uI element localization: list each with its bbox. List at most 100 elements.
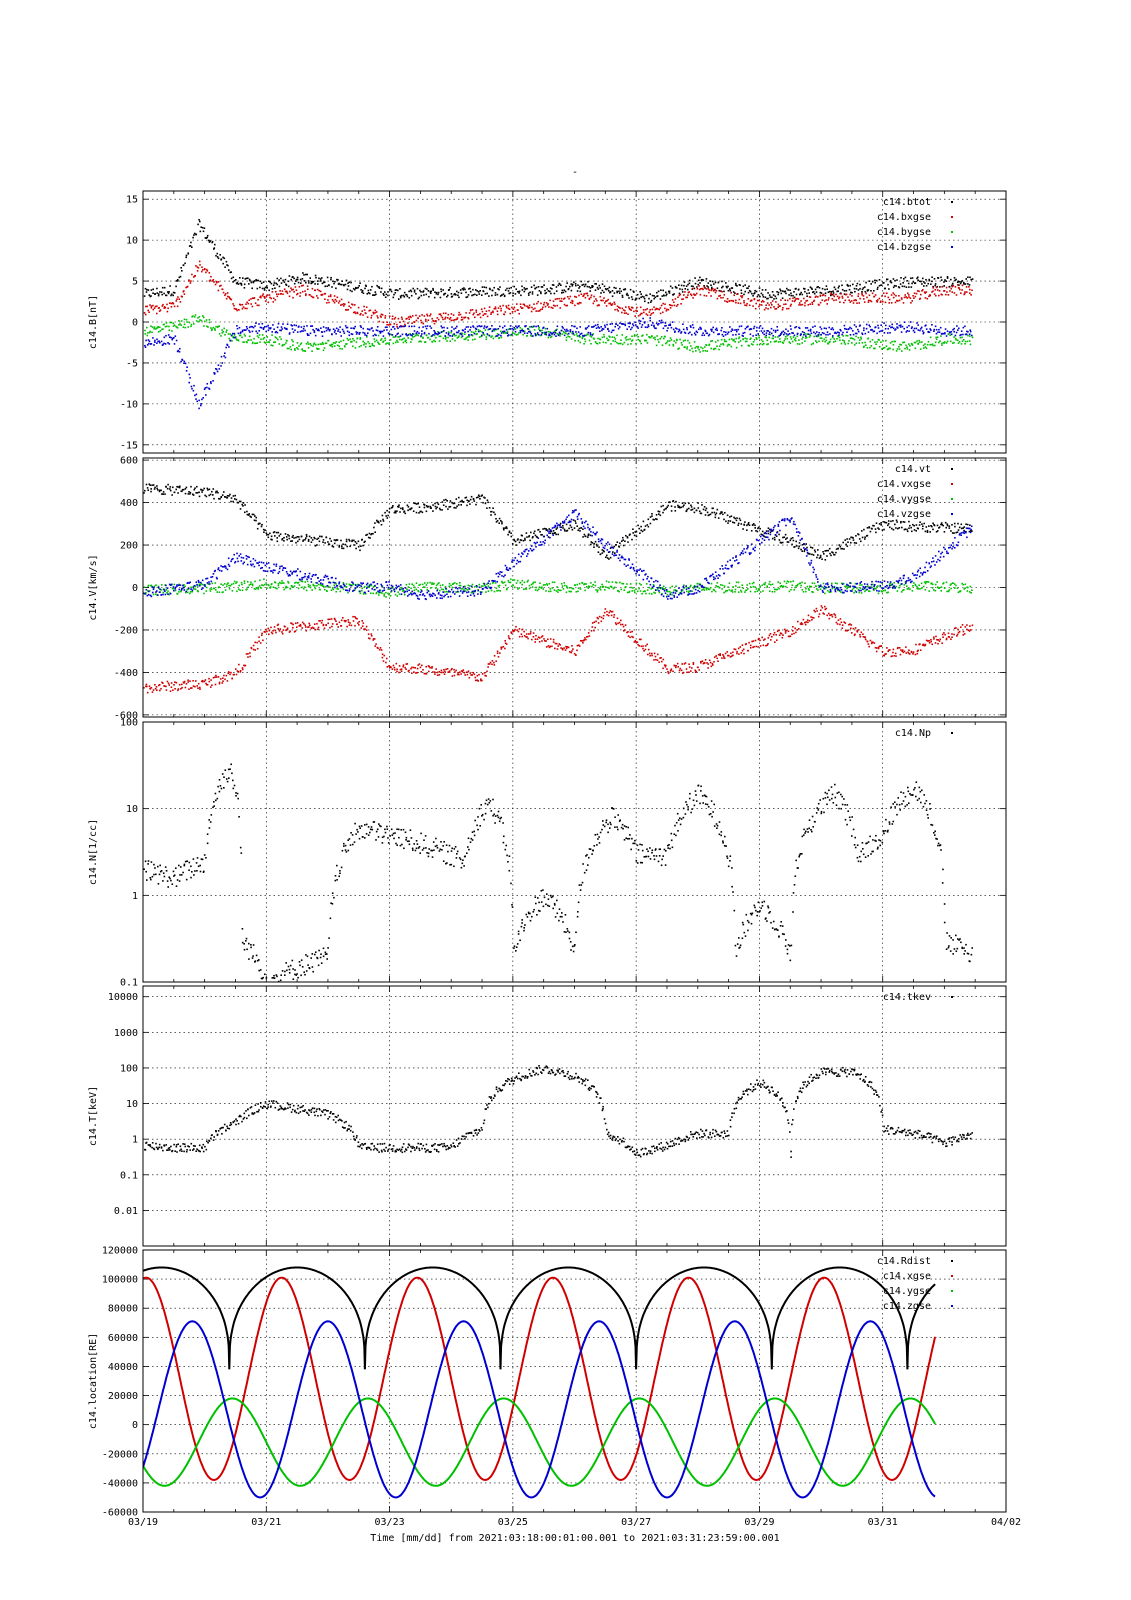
- data-point: [161, 328, 163, 331]
- data-point: [347, 621, 350, 623]
- data-point: [745, 326, 748, 329]
- data-point: [757, 334, 760, 337]
- data-point: [864, 341, 866, 344]
- data-point: [272, 297, 275, 300]
- data-point: [855, 335, 857, 338]
- data-point: [363, 344, 365, 346]
- data-point: [281, 538, 284, 540]
- data-point: [863, 301, 866, 303]
- data-point: [654, 338, 656, 341]
- data-point: [420, 319, 422, 322]
- data-point: [424, 341, 427, 343]
- data-point: [224, 294, 226, 297]
- data-point: [536, 536, 538, 539]
- data-point: [549, 334, 551, 337]
- data-point: [900, 331, 903, 333]
- data-point: [204, 387, 207, 389]
- data-point: [220, 496, 222, 499]
- data-point: [720, 338, 723, 341]
- data-point: [345, 538, 348, 541]
- data-point: [833, 554, 836, 556]
- data-point: [259, 341, 261, 343]
- data-point: [892, 520, 894, 522]
- data-point: [661, 344, 664, 346]
- data-point: [806, 292, 808, 295]
- data-point: [169, 489, 172, 492]
- data-point: [319, 290, 322, 293]
- data-point: [914, 347, 917, 350]
- data-point: [944, 279, 946, 281]
- data-point: [833, 338, 835, 340]
- data-point: [316, 295, 318, 297]
- data-point: [733, 338, 735, 341]
- data-point: [232, 336, 234, 339]
- data-point: [303, 325, 305, 328]
- data-point: [830, 328, 832, 331]
- data-point: [894, 279, 896, 282]
- data-point: [183, 323, 186, 326]
- data-point: [335, 341, 338, 343]
- data-point: [674, 298, 677, 300]
- data-point: [225, 329, 228, 331]
- data-point: [753, 327, 755, 330]
- data-point: [343, 332, 346, 334]
- data-point: [404, 512, 407, 515]
- data-point: [799, 334, 802, 337]
- data-point: [144, 346, 147, 348]
- data-point: [476, 325, 479, 328]
- data-point: [376, 519, 378, 522]
- data-point: [307, 280, 310, 282]
- data-point: [599, 330, 601, 333]
- data-point: [386, 323, 388, 326]
- data-point: [883, 528, 885, 531]
- data-point: [204, 679, 207, 681]
- data-point: [776, 329, 779, 332]
- data-point: [161, 293, 163, 296]
- data-point: [864, 290, 867, 293]
- data-point: [866, 534, 869, 537]
- data-point: [763, 308, 766, 311]
- data-point: [152, 292, 154, 294]
- data-point: [164, 307, 167, 309]
- data-point: [348, 540, 351, 542]
- data-point: [198, 495, 201, 498]
- data-point: [367, 292, 370, 294]
- data-point: [824, 340, 826, 343]
- data-point: [202, 679, 204, 682]
- data-point: [279, 290, 281, 292]
- data-point: [853, 542, 856, 544]
- data-point: [309, 294, 311, 296]
- data-point: [367, 289, 370, 292]
- data-point: [740, 344, 743, 347]
- data-point: [948, 333, 950, 335]
- data-point: [360, 344, 362, 347]
- data-point: [730, 291, 732, 294]
- data-point: [305, 533, 308, 536]
- data-point: [275, 631, 277, 634]
- data-point: [324, 285, 326, 288]
- data-point: [272, 531, 275, 534]
- data-point: [468, 334, 470, 336]
- data-point: [714, 347, 717, 350]
- data-point: [924, 297, 927, 299]
- data-point: [182, 264, 185, 267]
- data-point: [867, 331, 870, 333]
- data-point: [522, 333, 524, 336]
- data-point: [154, 328, 157, 330]
- data-point: [246, 301, 248, 304]
- data-point: [276, 537, 278, 539]
- data-point: [599, 295, 602, 298]
- data-point: [587, 536, 589, 538]
- data-point: [476, 333, 478, 335]
- data-point: [869, 299, 872, 302]
- data-point: [213, 497, 215, 500]
- data-point: [873, 295, 876, 298]
- data-point: [264, 342, 267, 344]
- data-point: [430, 327, 433, 329]
- data-point: [349, 289, 352, 292]
- data-point: [655, 322, 658, 325]
- data-point: [601, 336, 604, 339]
- data-point: [772, 294, 775, 296]
- data-point: [449, 316, 452, 319]
- data-point: [355, 547, 357, 550]
